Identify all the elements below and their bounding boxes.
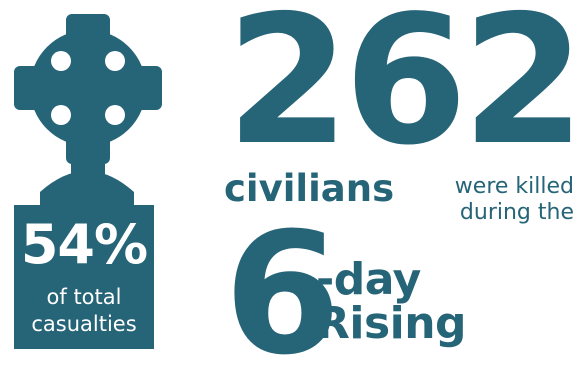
killed-text-line1: were killed (454, 174, 574, 199)
duration-label: -day Rising (316, 254, 467, 349)
killed-text-line2: during the (459, 200, 574, 225)
civilians-label: civilians (224, 167, 395, 210)
civilian-count: 262 (226, 0, 582, 184)
celtic-cross-headstone-icon (14, 14, 162, 349)
casualty-caption-line1: of total (46, 285, 122, 309)
casualty-percentage: 54% (20, 213, 148, 276)
casualty-caption-line2: casualties (31, 312, 137, 336)
